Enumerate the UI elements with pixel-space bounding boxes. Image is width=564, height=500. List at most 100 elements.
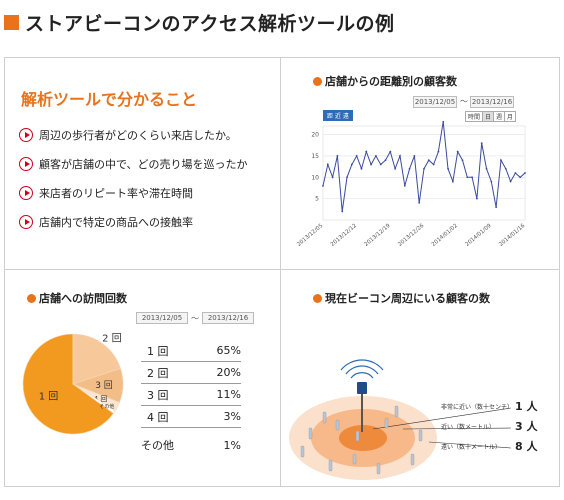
visit-percent: 11% bbox=[216, 388, 241, 401]
range-label: 遠い（数十メートル） bbox=[441, 444, 502, 451]
beacon-icon bbox=[357, 382, 367, 394]
page-title-text: ストアビーコンのアクセス解析ツールの例 bbox=[25, 12, 395, 35]
pie-slice bbox=[22, 333, 114, 435]
y-tick-label: 10 bbox=[311, 174, 319, 181]
leader-line bbox=[402, 427, 512, 430]
data-point bbox=[442, 120, 445, 123]
data-point bbox=[341, 210, 344, 213]
data-point bbox=[350, 163, 353, 166]
person-icon bbox=[418, 429, 423, 442]
data-point bbox=[326, 163, 329, 166]
data-point bbox=[413, 155, 416, 157]
data-point bbox=[389, 150, 392, 153]
feature-item: 顧客が店舗の中で、どの売り場を巡ったか bbox=[19, 149, 248, 178]
orange-dot-icon bbox=[27, 293, 36, 303]
visits-date-to-field[interactable]: 2013/12/16 bbox=[202, 312, 254, 324]
customer-figures bbox=[300, 405, 423, 475]
data-point bbox=[432, 163, 435, 166]
visit-percent: 65% bbox=[216, 344, 241, 357]
feature-text: 周辺の歩行者がどのくらい来店したか。 bbox=[39, 128, 237, 142]
y-tick-label: 20 bbox=[311, 132, 319, 139]
plot-area bbox=[322, 125, 526, 221]
data-point bbox=[437, 150, 440, 153]
data-point bbox=[466, 176, 469, 179]
period-month-button[interactable]: 月 bbox=[504, 111, 516, 122]
range-row-far: 遠い（数十メートル） bbox=[441, 442, 501, 451]
data-point bbox=[524, 172, 526, 174]
data-point bbox=[394, 167, 397, 170]
leader-line bbox=[428, 441, 512, 449]
data-point bbox=[447, 167, 449, 170]
table-row: 2 回 20% bbox=[141, 362, 241, 384]
data-point bbox=[461, 159, 464, 162]
data-point bbox=[427, 159, 430, 162]
data-point bbox=[336, 155, 339, 157]
date-to-field[interactable]: 2013/12/16 bbox=[470, 96, 514, 108]
visit-label: 3 回 bbox=[147, 388, 169, 402]
data-point bbox=[375, 155, 377, 157]
date-from-field[interactable]: 2013/12/05 bbox=[413, 96, 457, 108]
features-heading: 解析ツールで分かること bbox=[21, 90, 198, 109]
play-circle-icon bbox=[19, 127, 33, 142]
visits-date-from-field[interactable]: 2013/12/05 bbox=[136, 312, 188, 324]
data-point bbox=[408, 167, 411, 170]
data-point bbox=[495, 206, 498, 209]
pie-slice bbox=[72, 333, 121, 385]
person-icon bbox=[352, 453, 357, 465]
visits-panel: 店舗への訪問回数 2013/12/05 〜 2013/12/16 1 回 2 回 3… bbox=[5, 270, 281, 486]
data-point bbox=[346, 176, 348, 179]
table-row: 3 回 11% bbox=[141, 384, 241, 406]
x-tick-label: 2013/12/12 bbox=[330, 223, 358, 248]
signal-wave-icon bbox=[340, 359, 384, 371]
person-icon bbox=[394, 405, 399, 418]
feature-text: 来店者のリピート率や滞在時間 bbox=[39, 186, 193, 200]
x-tick-label: 2013/12/05 bbox=[296, 223, 325, 248]
person-icon bbox=[308, 427, 313, 440]
visit-label: 2 回 bbox=[147, 366, 169, 380]
range-row-near: 近い（数メートル） bbox=[441, 422, 495, 431]
data-point bbox=[504, 167, 507, 170]
x-tick-label: 2014/01/16 bbox=[498, 223, 527, 248]
visit-label: 1 回 bbox=[147, 344, 169, 358]
signal-wave-icon bbox=[345, 365, 379, 375]
beacon-range-diagram bbox=[289, 359, 512, 480]
pie-label: その他 bbox=[99, 403, 114, 410]
table-row: 4 回 3% bbox=[141, 406, 241, 428]
beacon-panel: 現在ビーコン周辺にいる顧客の数 bbox=[281, 270, 559, 486]
data-point bbox=[423, 167, 425, 170]
leader-line bbox=[372, 407, 512, 430]
beacon-pole bbox=[361, 392, 363, 432]
distance-legend-chip[interactable]: 距 近 遠 bbox=[323, 110, 353, 121]
feature-item: 来店者のリピート率や滞在時間 bbox=[19, 178, 248, 207]
pie-label: 2 回 bbox=[102, 333, 122, 345]
range-count: 1 人 bbox=[515, 400, 538, 413]
feature-item: 店舗内で特定の商品への接触率 bbox=[19, 207, 248, 236]
visits-heading-text: 店舗への訪問回数 bbox=[39, 292, 127, 305]
play-circle-icon bbox=[19, 185, 33, 200]
data-point bbox=[365, 150, 368, 153]
range-count: 3 人 bbox=[515, 420, 538, 433]
pie-label: 4 回 bbox=[94, 395, 108, 403]
beacon-heading: 現在ビーコン周辺にいる顧客の数 bbox=[313, 290, 490, 306]
orange-dot-icon bbox=[313, 76, 322, 86]
data-point bbox=[519, 176, 522, 179]
data-point bbox=[500, 159, 502, 162]
period-segmented-control: 時間 日 週 月 bbox=[465, 111, 516, 122]
visit-label: その他 bbox=[141, 439, 174, 452]
signal-wave-icon bbox=[350, 372, 374, 379]
data-point bbox=[456, 150, 459, 153]
person-icon bbox=[376, 462, 381, 475]
distance-panel: 店舗からの距離別の顧客数 2013/12/05 〜 2013/12/16 距 近… bbox=[281, 58, 559, 270]
data-point bbox=[490, 180, 493, 183]
play-circle-icon bbox=[19, 214, 33, 229]
person-icon bbox=[335, 419, 340, 431]
range-label: 近い（数メートル） bbox=[441, 424, 496, 431]
play-circle-icon bbox=[19, 156, 33, 171]
range-label: 非常に近い（数十センチ） bbox=[441, 404, 514, 411]
title-square-icon bbox=[4, 14, 19, 30]
person-icon bbox=[410, 453, 415, 466]
person-icon bbox=[300, 445, 305, 458]
y-tick-label: 5 bbox=[315, 196, 319, 203]
x-tick-label: 2014/01/02 bbox=[431, 223, 459, 248]
